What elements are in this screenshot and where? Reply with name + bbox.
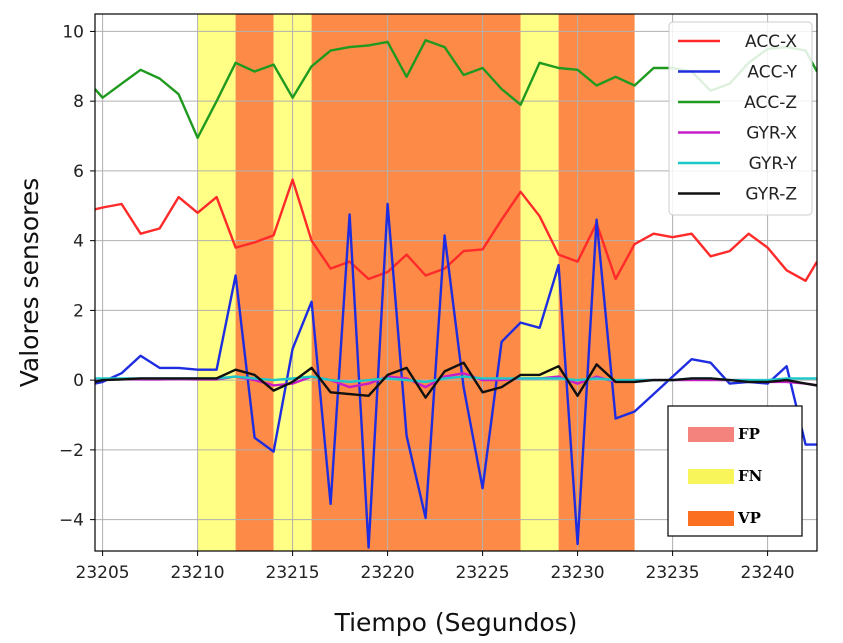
- region-legend-label-fp: FP: [738, 425, 760, 443]
- legend-box: [668, 21, 813, 216]
- y-tick-label-6: 8: [73, 92, 84, 112]
- region-fn-0: [197, 14, 236, 551]
- region-vp-5: [558, 14, 635, 551]
- plot-frame: [94, 13, 818, 552]
- x-tick-label-4: 23225: [456, 563, 510, 583]
- series-line-gyr-z: [95, 361, 817, 399]
- series-line-acc-x: [95, 178, 817, 282]
- region-legend-swatch-vp: [688, 511, 734, 526]
- x-tick-label-5: 23230: [551, 563, 605, 583]
- legend-label-acc-y: ACC-Y: [747, 63, 797, 83]
- x-tick-label-0: 23205: [76, 563, 130, 583]
- region-bands: [197, 14, 635, 551]
- y-tick-label-0: −4: [59, 511, 84, 531]
- axis-ticks: 23205 23210 23215 23220 23225 23230 23235 23240…: [59, 22, 795, 583]
- y-tick-label-1: −2: [59, 441, 84, 461]
- region-legend: FP FN VP: [667, 405, 803, 537]
- legend-label-acc-z: ACC-Z: [744, 93, 797, 113]
- x-tick-label-1: 23210: [171, 563, 225, 583]
- y-axis-label: Valores sensores: [15, 178, 44, 388]
- legend-label-gyr-x: GYR-X: [746, 124, 797, 144]
- region-vp-1: [235, 14, 274, 551]
- y-tick-label-3: 2: [73, 301, 84, 321]
- series-line-acc-y: [95, 202, 817, 549]
- legend-label-gyr-y: GYR-Y: [749, 154, 798, 174]
- region-vp-3: [311, 14, 521, 551]
- legend-label-acc-x: ACC-X: [745, 32, 797, 52]
- x-tick-label-6: 23235: [646, 563, 700, 583]
- y-tick-label-4: 4: [73, 232, 84, 252]
- x-tick-label-3: 23220: [361, 563, 415, 583]
- region-legend-label-vp: VP: [737, 509, 761, 527]
- y-tick-label-5: 6: [73, 162, 84, 182]
- x-tick-label-7: 23240: [741, 563, 795, 583]
- series-legend: ACC-X ACC-Y ACC-Z GYR-X GYR-Y GYR-Z: [668, 21, 813, 216]
- y-tick-label-7: 10: [62, 22, 84, 42]
- region-legend-swatch-fp: [688, 427, 734, 442]
- x-tick-label-2: 23215: [266, 563, 320, 583]
- y-tick-label-2: 0: [73, 371, 84, 391]
- x-axis-label: Tiempo (Segundos): [334, 608, 578, 637]
- region-legend-label-fn: FN: [738, 467, 763, 485]
- legend-label-gyr-z: GYR-Z: [745, 185, 797, 205]
- region-legend-swatch-fn: [688, 469, 734, 484]
